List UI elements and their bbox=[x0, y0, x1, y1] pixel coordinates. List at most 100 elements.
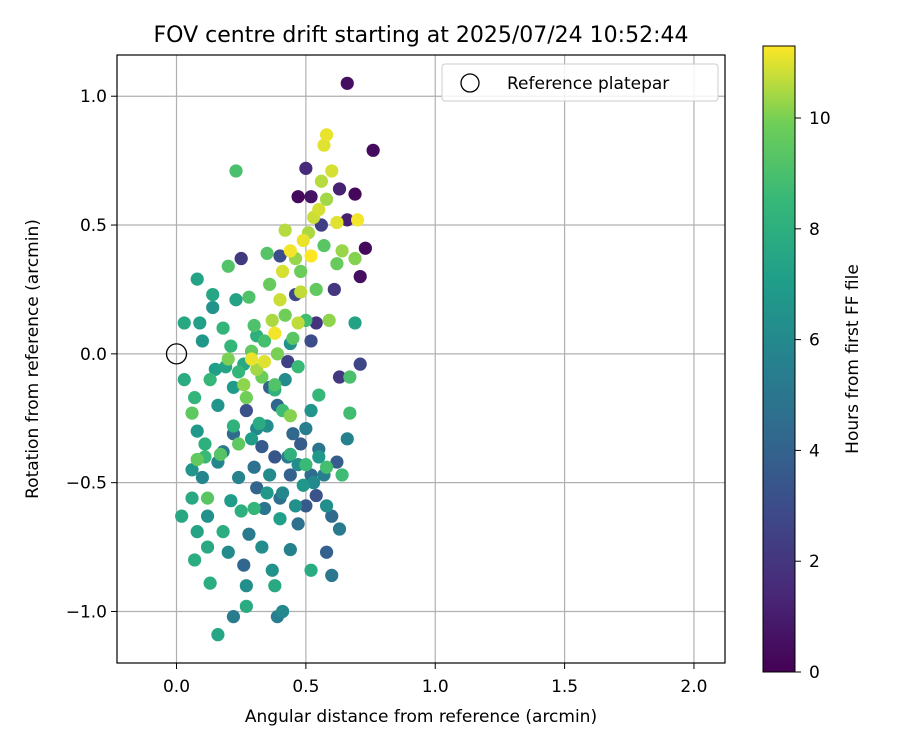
data-point bbox=[348, 251, 362, 266]
data-point bbox=[348, 316, 362, 330]
data-point bbox=[226, 419, 241, 433]
data-points bbox=[165, 76, 380, 642]
data-point bbox=[296, 233, 310, 248]
data-point bbox=[211, 628, 225, 642]
colorbar-tick-label: 2 bbox=[809, 552, 820, 572]
x-tick-label: 0.0 bbox=[163, 677, 190, 697]
data-point bbox=[332, 370, 347, 384]
data-point bbox=[268, 378, 282, 392]
data-point bbox=[200, 491, 215, 505]
data-point bbox=[278, 308, 292, 322]
data-point bbox=[335, 468, 349, 482]
y-tick-label: −0.5 bbox=[66, 474, 107, 494]
chart-title: FOV centre drift starting at 2025/07/24 … bbox=[154, 23, 689, 48]
data-point bbox=[234, 251, 248, 266]
data-point bbox=[330, 455, 344, 469]
legend: Reference platepar bbox=[441, 63, 719, 102]
data-point bbox=[304, 334, 318, 348]
x-tick-label: 1.0 bbox=[422, 677, 449, 697]
data-point bbox=[299, 161, 313, 175]
data-point bbox=[250, 481, 264, 495]
data-point bbox=[273, 293, 287, 307]
data-point bbox=[327, 282, 341, 297]
data-point bbox=[260, 486, 274, 500]
data-point bbox=[206, 300, 220, 315]
data-point bbox=[203, 373, 217, 387]
data-point bbox=[263, 277, 277, 291]
data-point bbox=[232, 437, 246, 451]
data-point bbox=[294, 437, 308, 451]
data-point bbox=[188, 553, 202, 567]
data-point bbox=[255, 540, 269, 554]
y-tick-label: 0.5 bbox=[80, 216, 107, 236]
data-point bbox=[343, 370, 357, 384]
legend-box bbox=[441, 63, 719, 102]
data-point bbox=[314, 174, 328, 188]
data-point bbox=[239, 403, 253, 418]
data-point bbox=[312, 202, 326, 217]
data-point bbox=[332, 522, 347, 536]
y-tick-label: −1.0 bbox=[66, 602, 107, 622]
data-point bbox=[203, 576, 217, 590]
data-point bbox=[319, 460, 334, 474]
data-point bbox=[193, 316, 207, 330]
data-point bbox=[304, 190, 318, 204]
data-point bbox=[353, 357, 367, 371]
data-point bbox=[291, 316, 305, 330]
data-point bbox=[294, 285, 308, 299]
data-point bbox=[237, 558, 251, 572]
data-point bbox=[343, 406, 357, 420]
data-point bbox=[351, 213, 365, 227]
data-point bbox=[319, 545, 334, 559]
data-point bbox=[232, 365, 246, 379]
data-point bbox=[211, 398, 225, 412]
data-point bbox=[190, 424, 204, 438]
colorbar-ticks: 0 2 4 6 8 10 bbox=[795, 109, 831, 683]
data-point bbox=[190, 272, 204, 286]
data-point bbox=[221, 352, 235, 366]
data-point bbox=[304, 403, 318, 418]
data-point bbox=[325, 509, 339, 523]
data-point bbox=[226, 610, 241, 624]
colorbar-tick-label: 0 bbox=[809, 663, 820, 683]
data-point bbox=[353, 269, 367, 284]
data-point bbox=[294, 264, 308, 279]
data-point bbox=[221, 259, 235, 273]
data-point bbox=[177, 316, 191, 330]
data-point bbox=[283, 543, 297, 557]
data-point bbox=[195, 470, 209, 485]
data-point bbox=[348, 187, 362, 201]
data-point bbox=[299, 458, 313, 472]
data-point bbox=[270, 347, 285, 361]
data-point bbox=[198, 437, 212, 451]
data-point bbox=[247, 460, 261, 474]
data-point bbox=[257, 334, 272, 348]
y-axis-ticks: −1.0 −0.5 0.0 0.5 1.0 bbox=[66, 87, 117, 622]
data-point bbox=[242, 527, 256, 541]
data-point bbox=[216, 525, 230, 539]
data-point bbox=[291, 190, 305, 204]
data-point bbox=[366, 143, 380, 157]
data-point bbox=[330, 215, 344, 230]
data-point bbox=[244, 432, 259, 446]
data-point bbox=[237, 378, 251, 392]
data-point bbox=[257, 501, 272, 516]
data-point bbox=[299, 421, 313, 436]
data-point bbox=[309, 282, 323, 297]
y-axis-label: Rotation from reference (arcmin) bbox=[23, 219, 43, 499]
data-point bbox=[319, 499, 334, 513]
x-tick-label: 0.5 bbox=[292, 677, 319, 697]
data-point bbox=[247, 318, 261, 333]
data-point bbox=[229, 293, 243, 307]
data-point bbox=[275, 604, 290, 619]
data-point bbox=[325, 568, 339, 583]
data-point bbox=[275, 486, 290, 500]
x-tick-label: 2.0 bbox=[680, 677, 707, 697]
data-point bbox=[216, 321, 230, 335]
data-point bbox=[304, 563, 318, 577]
legend-label-reference: Reference platepar bbox=[507, 74, 669, 94]
data-point bbox=[200, 540, 215, 554]
data-point bbox=[286, 427, 300, 441]
data-point bbox=[200, 509, 215, 523]
data-point bbox=[260, 246, 274, 260]
